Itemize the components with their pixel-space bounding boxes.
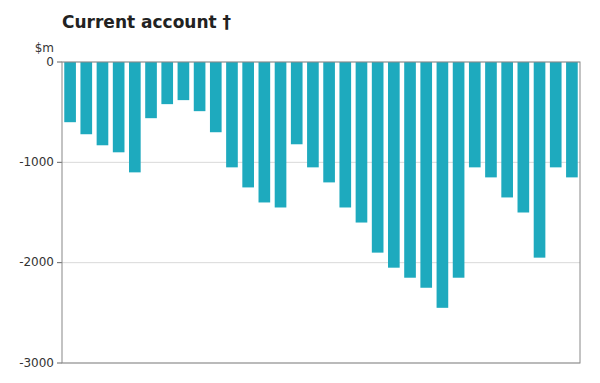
bar	[420, 62, 432, 288]
bar	[161, 62, 173, 104]
tick-mark	[57, 262, 62, 263]
bar	[113, 62, 125, 152]
bar	[129, 62, 141, 172]
bar	[259, 62, 271, 202]
bar	[550, 62, 562, 167]
grid	[62, 62, 580, 363]
bar	[307, 62, 319, 167]
bar	[323, 62, 335, 182]
grid-line	[62, 262, 580, 263]
tick-label: -1000	[19, 155, 54, 169]
bar	[534, 62, 546, 258]
bar	[518, 62, 530, 213]
bar	[80, 62, 92, 134]
bar	[437, 62, 449, 308]
bar	[242, 62, 254, 187]
axis-label: $m	[35, 41, 54, 55]
bars	[64, 62, 577, 308]
bar	[226, 62, 238, 167]
bar	[469, 62, 481, 167]
bar	[388, 62, 400, 268]
bar	[210, 62, 222, 132]
tick-label: -3000	[19, 356, 54, 370]
chart: 0 -1000 -2000 -3000 Current account † $m	[0, 0, 600, 383]
y-axis: 0 -1000 -2000 -3000	[19, 55, 62, 370]
plot-area	[62, 62, 580, 363]
bar	[145, 62, 157, 118]
bar	[97, 62, 109, 145]
bar	[372, 62, 384, 253]
bar	[404, 62, 416, 278]
bar	[339, 62, 351, 207]
title: Current account †	[62, 12, 231, 32]
tick-mark	[57, 162, 62, 163]
chart-container: 0 -1000 -2000 -3000 Current account † $m	[0, 0, 600, 383]
plot-frame	[62, 62, 580, 363]
bar	[194, 62, 206, 111]
tick-label: 0	[46, 55, 54, 69]
bar	[275, 62, 287, 207]
tick-mark	[57, 363, 62, 364]
page: {"chart_data": {"type": "bar", "title": …	[0, 0, 600, 383]
tick-label: -2000	[19, 255, 54, 269]
bar	[566, 62, 578, 177]
bar	[501, 62, 513, 197]
bar	[64, 62, 76, 122]
tick-mark	[57, 62, 62, 63]
bar	[453, 62, 465, 278]
bar	[485, 62, 497, 177]
bar	[178, 62, 190, 100]
bar	[291, 62, 303, 144]
bar	[356, 62, 368, 223]
